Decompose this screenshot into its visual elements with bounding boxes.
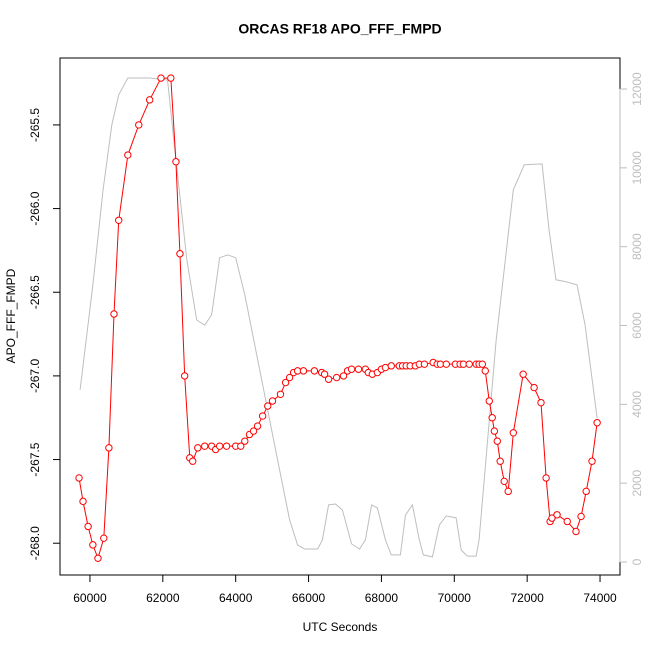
data-point: [201, 442, 209, 450]
data-point: [577, 512, 585, 521]
x-tick-label: 72000: [510, 591, 544, 605]
data-point: [124, 151, 132, 159]
y2-tick-label: 10000: [630, 151, 644, 185]
data-point: [310, 367, 319, 375]
data-point: [420, 360, 429, 368]
data-point: [172, 158, 180, 166]
data-point: [519, 370, 527, 378]
data-point: [582, 487, 590, 496]
y2-tick-label: 8000: [630, 233, 644, 260]
data-point: [215, 442, 224, 450]
series-line: [79, 77, 598, 558]
y2-tick-label: 6000: [630, 312, 644, 339]
y-tick-label: -268.0: [28, 526, 42, 560]
data-point: [79, 497, 87, 506]
data-point: [485, 397, 493, 405]
data-point: [180, 372, 189, 380]
data-point: [89, 541, 97, 549]
plot-box: [59, 57, 621, 576]
data-point: [115, 216, 123, 224]
data-point: [75, 474, 83, 482]
data-point: [320, 370, 329, 378]
data-point: [157, 74, 165, 82]
data-point: [588, 457, 596, 465]
data-point: [167, 74, 175, 82]
data-point: [481, 367, 489, 375]
data-point: [194, 444, 202, 452]
data-point: [496, 457, 504, 465]
y2-tick-label: 2000: [630, 469, 644, 496]
y2-tick-label: 4000: [630, 391, 644, 418]
data-point: [553, 511, 561, 519]
data-point: [285, 373, 294, 382]
data-point: [347, 365, 356, 373]
x-tick-label: 70000: [438, 591, 472, 605]
y-tick-label: -267.0: [28, 359, 42, 393]
y-tick-label: -266.5: [28, 275, 42, 309]
data-point: [258, 412, 267, 420]
data-point: [488, 414, 496, 422]
data-point: [339, 372, 348, 380]
x-tick-label: 74000: [583, 591, 617, 605]
x-tick-label: 60000: [73, 591, 107, 605]
data-point: [100, 534, 108, 542]
data-point: [563, 517, 571, 526]
data-point: [188, 457, 197, 465]
data-point: [332, 373, 341, 382]
data-point: [110, 310, 118, 318]
data-point: [504, 487, 512, 496]
data-point: [105, 444, 113, 452]
data-point: [490, 427, 499, 435]
data-point: [222, 442, 231, 450]
data-point: [276, 390, 285, 399]
data-point: [442, 360, 450, 368]
data-point: [354, 365, 363, 373]
data-point: [537, 398, 545, 407]
data-point: [387, 362, 395, 370]
data-point: [509, 429, 518, 437]
data-point: [264, 402, 272, 410]
x-tick-label: 64000: [219, 591, 253, 605]
data-point: [249, 427, 258, 435]
x-tick-label: 62000: [146, 591, 180, 605]
y2-tick-label: 12000: [630, 72, 644, 106]
y-tick-label: -267.5: [28, 442, 42, 476]
y-tick-label: -265.5: [28, 108, 42, 142]
data-point: [176, 250, 184, 258]
data-point: [241, 437, 249, 445]
data-point: [493, 437, 501, 445]
data-point: [237, 442, 245, 450]
data-point: [324, 375, 333, 383]
data-point: [542, 474, 550, 482]
data-point: [465, 360, 473, 368]
data-point: [593, 419, 601, 427]
data-point: [478, 360, 487, 368]
data-point: [253, 422, 262, 430]
data-point: [572, 527, 580, 536]
data-point: [281, 378, 290, 387]
x-axis-label: UTC Seconds: [303, 620, 378, 634]
data-point: [548, 514, 556, 522]
data-point: [94, 554, 102, 562]
y2-tick-label: 0: [630, 558, 644, 565]
data-point: [146, 96, 154, 104]
data-point: [135, 121, 143, 129]
data-point: [500, 477, 508, 486]
data-point: [268, 397, 277, 405]
y-tick-label: -266.0: [28, 191, 42, 225]
x-tick-label: 68000: [365, 591, 399, 605]
x-tick-label: 66000: [292, 591, 326, 605]
chart-title: ORCAS RF18 APO_FFF_FMPD: [238, 21, 441, 37]
data-point: [530, 383, 538, 392]
y-axis-label: APO_FFF_FMPD: [4, 268, 18, 363]
data-point: [299, 367, 308, 375]
series-line: [78, 77, 598, 560]
data-point: [84, 522, 92, 531]
